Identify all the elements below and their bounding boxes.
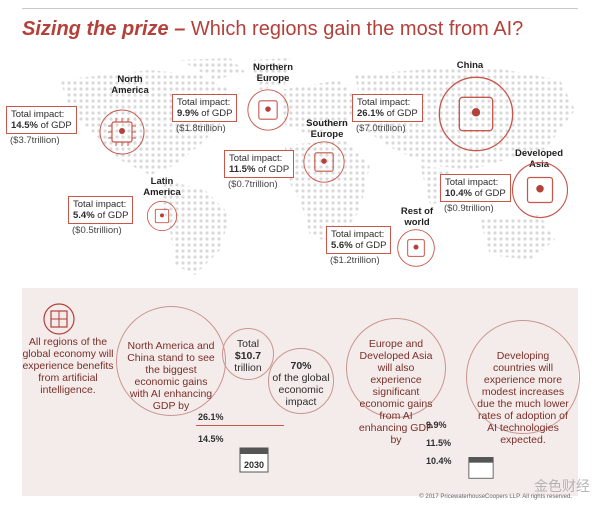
- impact-pct: 5.4%: [73, 210, 95, 221]
- impact-amount: ($0.5trillion): [72, 225, 122, 236]
- impact-pct: 10.4%: [445, 188, 472, 199]
- impact-amount: ($0.9trillion): [444, 203, 494, 214]
- impact-north-america: Total impact: 14.5% of GDP ($3.7trillion): [6, 106, 77, 146]
- region-name-china: China: [456, 60, 484, 71]
- eu-value-2: 11.5%: [426, 438, 452, 448]
- chip-icon-china: [438, 76, 514, 152]
- region-name-rest-of-world: Rest of world: [400, 206, 434, 228]
- share-circle: [268, 348, 334, 414]
- europe-asia-circle: [346, 318, 446, 418]
- impact-pct: 9.9%: [177, 108, 199, 119]
- chip-icon-latin-america: [146, 200, 178, 232]
- chip-icon-southern-europe: [303, 141, 345, 183]
- developing-circle: [466, 320, 580, 434]
- impact-developed-asia: Total impact: 10.4% of GDP ($0.9trillion): [440, 174, 511, 214]
- total-circle: [222, 328, 274, 380]
- impact-amount: ($1.8trillion): [176, 123, 226, 134]
- calendar-year: 2030: [244, 460, 265, 470]
- impact-southern-europe: Total impact: 11.5% of GDP ($0.7trillion): [224, 150, 295, 190]
- impact-amount: ($3.7trillion): [10, 135, 60, 146]
- na-value-2: 14.5%: [198, 434, 224, 444]
- region-name-north-america: North America: [111, 74, 149, 96]
- chip-icon-rest-of-world: [397, 229, 435, 267]
- eu-value-1: 9.9%: [426, 420, 447, 430]
- na-china-text: North America and China stand to see the…: [127, 340, 215, 412]
- developing-text: Developing countries will experience mor…: [477, 350, 569, 446]
- impact-pct-suffix: of GDP: [471, 188, 506, 199]
- title-lead: Sizing the prize –: [22, 18, 186, 40]
- title-rest: Which regions gain the most from AI?: [185, 18, 524, 40]
- impact-pct: 11.5%: [229, 164, 256, 175]
- impact-pct: 14.5%: [11, 120, 38, 131]
- impact-label: Total impact:: [331, 229, 385, 240]
- impact-amount: ($1.2trillion): [330, 255, 380, 266]
- share-pct: 70%: [290, 360, 312, 372]
- region-name-developed-asia: Developed Asia: [514, 148, 564, 170]
- intro-text: All regions of the global economy will e…: [22, 336, 114, 396]
- region-name-southern-europe: Southern Europe: [306, 118, 348, 140]
- total-value: $10.7: [234, 350, 262, 362]
- copyright: © 2017 PricewaterhouseCoopers LLP. All r…: [419, 494, 572, 500]
- europe-asia-text: Europe and Developed Asia will also expe…: [358, 338, 434, 446]
- calendar-icon: [239, 447, 269, 473]
- impact-pct-suffix: of GDP: [383, 108, 418, 119]
- impact-northern-europe: Total impact: 9.9% of GDP ($1.8trillion): [172, 94, 238, 134]
- impact-label: Total impact:: [357, 97, 411, 108]
- region-name-latin-america: Latin America: [143, 176, 181, 198]
- total-unit: trillion: [234, 362, 262, 374]
- impact-china: Total impact: 26.1% of GDP ($7.0trillion): [352, 94, 423, 134]
- total-label: Total: [236, 338, 260, 350]
- chip-icon-north-america: [99, 109, 145, 155]
- impact-pct-suffix: of GDP: [37, 120, 72, 131]
- impact-pct-suffix: of GDP: [255, 164, 290, 175]
- share-text: of the global economic impact: [272, 372, 330, 408]
- impact-amount: ($7.0trillion): [356, 123, 406, 134]
- impact-pct: 26.1%: [357, 108, 384, 119]
- impact-pct-suffix: of GDP: [352, 240, 387, 251]
- chip-icon-northern-europe: [247, 89, 289, 131]
- impact-pct: 5.6%: [331, 240, 353, 251]
- impact-amount: ($0.7trillion): [228, 179, 278, 190]
- calendar-icon-2: [468, 457, 494, 479]
- impact-label: Total impact:: [73, 199, 127, 210]
- impact-label: Total impact:: [229, 153, 283, 164]
- impact-pct-suffix: of GDP: [198, 108, 233, 119]
- impact-label: Total impact:: [177, 97, 231, 108]
- impact-label: Total impact:: [11, 109, 65, 120]
- page-title: Sizing the prize – Which regions gain th…: [22, 18, 523, 41]
- eu-value-3: 10.4%: [426, 456, 452, 466]
- na-divider: [196, 425, 284, 426]
- impact-rest-of-world: Total impact: 5.6% of GDP ($1.2trillion): [326, 226, 392, 266]
- impact-label: Total impact:: [445, 177, 499, 188]
- na-value-1: 26.1%: [198, 412, 224, 422]
- globe-chip-icon: [43, 303, 75, 335]
- watermark: 金色财经: [534, 478, 590, 494]
- top-rule: [22, 8, 578, 9]
- region-name-northern-europe: Northern Europe: [252, 62, 294, 84]
- chip-icon-developed-asia: [511, 161, 569, 219]
- impact-latin-america: Total impact: 5.4% of GDP ($0.5trillion): [68, 196, 134, 236]
- impact-pct-suffix: of GDP: [94, 210, 129, 221]
